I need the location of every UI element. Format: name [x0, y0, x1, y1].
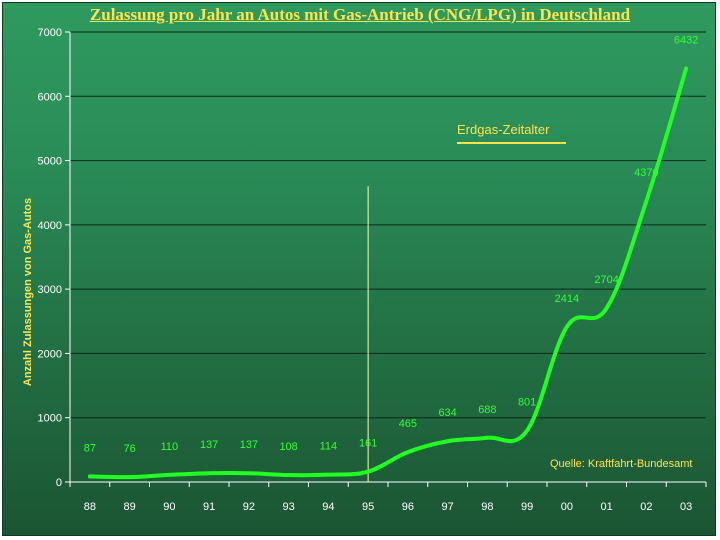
x-tick-label: 02	[640, 501, 652, 513]
data-point	[644, 199, 648, 203]
era-annotation: Erdgas-Zeitalter	[457, 122, 550, 137]
y-tick-label: 5000	[38, 156, 62, 168]
x-tick-label: 97	[442, 501, 454, 513]
data-point	[247, 471, 251, 475]
x-tick-label: 92	[243, 501, 255, 513]
data-label: 114	[320, 441, 338, 453]
y-tick-label: 6000	[38, 91, 62, 103]
x-tick-label: 01	[601, 501, 613, 513]
y-tick-label: 7000	[38, 27, 62, 39]
x-tick-label: 91	[203, 501, 215, 513]
data-point	[485, 436, 489, 440]
x-tick-label: 88	[84, 501, 96, 513]
x-tick-label: 95	[362, 501, 374, 513]
data-point	[88, 474, 92, 478]
data-point	[605, 306, 609, 310]
data-point	[167, 473, 171, 477]
data-label: 688	[478, 404, 496, 416]
data-point	[565, 325, 569, 329]
data-label: 76	[124, 443, 136, 455]
series-line	[87, 66, 689, 480]
data-label: 161	[359, 438, 377, 450]
data-point	[366, 470, 370, 474]
data-label: 2704	[594, 274, 618, 286]
x-tick-label: 94	[322, 501, 334, 513]
data-label: 4370	[634, 167, 658, 179]
data-label: 137	[200, 439, 218, 451]
source-note: Quelle: Kraftfahrt-Bundesamt	[550, 458, 693, 470]
data-point	[326, 473, 330, 477]
data-label: 2414	[555, 293, 579, 305]
data-label: 634	[438, 407, 456, 419]
x-tick-label: 96	[402, 501, 414, 513]
y-tick-label: 1000	[38, 413, 62, 425]
data-point	[684, 67, 688, 71]
chart-title: Zulassung pro Jahr an Autos mit Gas-Antr…	[89, 5, 631, 24]
data-label: 801	[518, 397, 536, 409]
y-tick-label: 4000	[38, 220, 62, 232]
x-tick-label: 98	[481, 501, 493, 513]
data-point	[525, 429, 529, 433]
data-label: 110	[161, 441, 179, 453]
x-tick-label: 90	[163, 501, 175, 513]
x-tick-label: 00	[561, 501, 573, 513]
y-tick-label: 3000	[38, 284, 62, 296]
data-label: 108	[279, 441, 297, 453]
era-underline	[457, 142, 566, 144]
x-tick-label: 99	[521, 501, 533, 513]
data-point	[446, 439, 450, 443]
y-tick-label: 2000	[38, 348, 62, 360]
data-point	[406, 450, 410, 454]
data-label: 87	[84, 442, 96, 454]
y-tick-label: 0	[56, 477, 62, 489]
data-label: 137	[240, 439, 258, 451]
x-tick-label: 89	[124, 501, 136, 513]
x-tick-label: 93	[283, 501, 295, 513]
data-label: 6432	[674, 35, 698, 47]
x-tick-label: 03	[680, 501, 692, 513]
data-point	[287, 473, 291, 477]
data-point	[128, 475, 132, 479]
data-point	[207, 471, 211, 475]
data-label: 465	[399, 418, 417, 430]
